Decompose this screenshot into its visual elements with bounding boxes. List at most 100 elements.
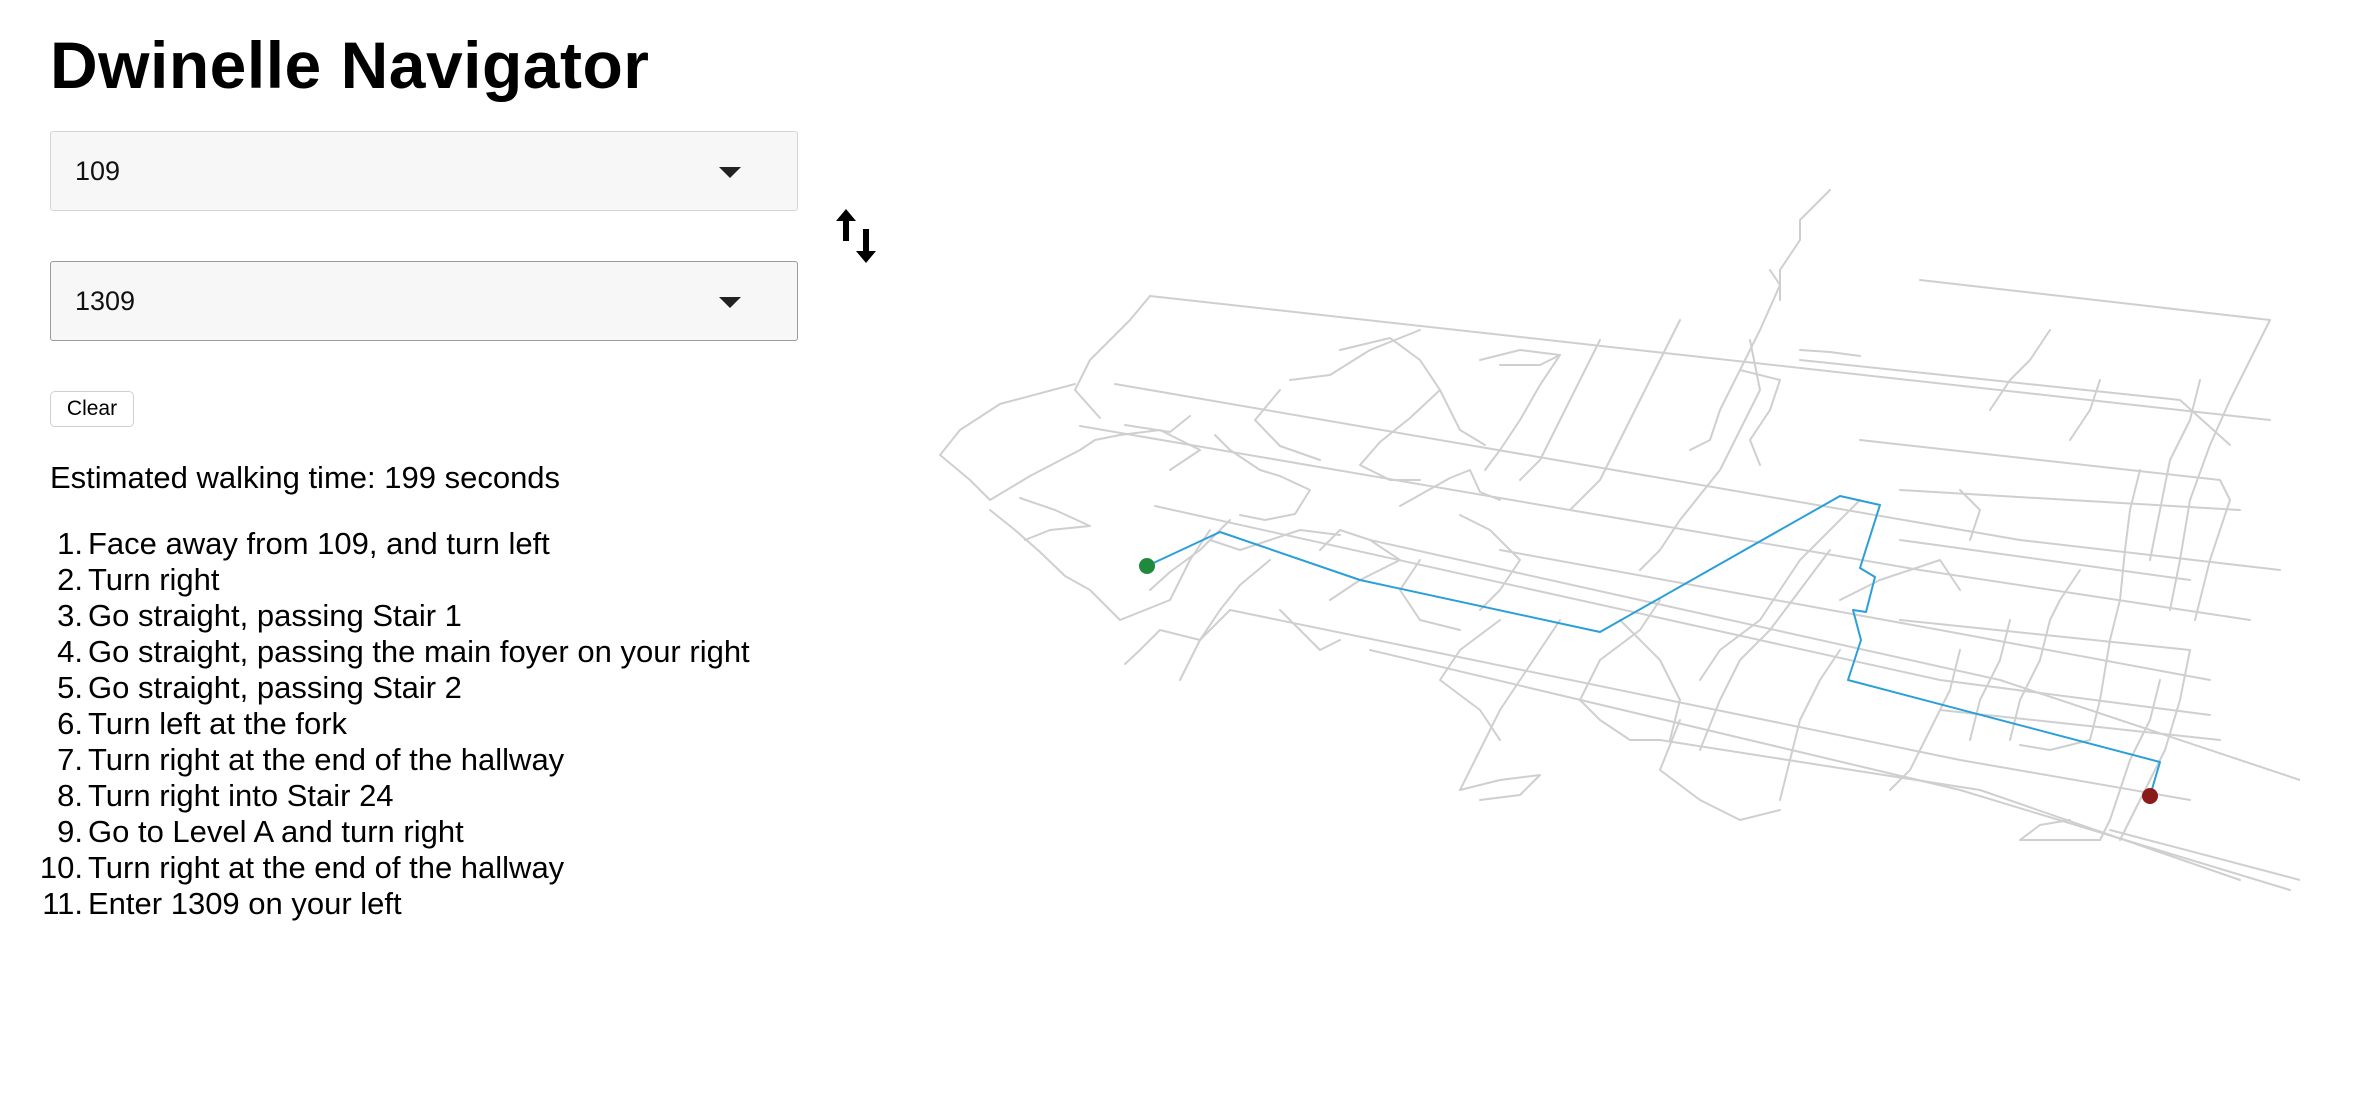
direction-step: 1. Face away from 109, and turn left (50, 526, 750, 562)
corridor (1839, 559, 1961, 601)
end-dot-icon (2142, 788, 2158, 804)
corridor (1919, 279, 2271, 321)
page-title: Dwinelle Navigator (50, 28, 650, 102)
origin-room-select[interactable]: 109 (50, 131, 798, 211)
corridor (1214, 434, 1311, 521)
corridor (1459, 619, 1561, 791)
direction-step: 10. Turn right at the end of the hallway (40, 850, 750, 886)
corridor (2019, 739, 2091, 751)
direction-step: 3. Go straight, passing Stair 1 (50, 598, 750, 634)
corridor (2194, 499, 2231, 621)
corridor (1459, 774, 1541, 801)
corridor (1519, 339, 1601, 481)
direction-step: 2. Turn right (50, 562, 750, 598)
corridor (2049, 569, 2081, 621)
corridor (1939, 709, 2221, 741)
chevron-down-icon (719, 167, 741, 178)
corridor (1569, 319, 1681, 511)
clear-button[interactable]: Clear (50, 391, 134, 427)
step-text: Turn left at the fork (88, 706, 348, 741)
corridor (1799, 359, 2231, 446)
direction-step: 11. Enter 1309 on your left (42, 886, 750, 922)
corridor (1959, 489, 1981, 541)
corridor (1124, 415, 1191, 433)
corridor (1699, 549, 1831, 751)
corridor (1739, 369, 1781, 466)
corridor (1459, 514, 1521, 611)
building-map-canvas[interactable] (900, 180, 2300, 1020)
corridor (1079, 425, 2251, 621)
destination-room-select[interactable]: 1309 (50, 261, 798, 341)
corridor (959, 383, 1076, 431)
walking-time-summary: Estimated walking time: 199 seconds (50, 458, 560, 498)
step-number: 6. (57, 706, 83, 741)
step-text: Turn right into Stair 24 (88, 778, 394, 813)
step-text: Go straight, passing the main foyer on y… (88, 634, 750, 669)
step-number: 1. (57, 526, 83, 561)
corridor (1114, 383, 2281, 571)
step-number: 10. (39, 850, 83, 885)
corridor (1369, 649, 2291, 891)
step-text: Go straight, passing Stair 1 (88, 598, 462, 633)
corridor (1399, 559, 1461, 631)
corridor (1254, 389, 1321, 461)
corridor (1639, 339, 1761, 571)
step-number: 3. (57, 598, 83, 633)
corridor (1179, 559, 1271, 681)
step-number: 11. (42, 886, 83, 921)
direction-step: 6. Turn left at the fork (50, 706, 750, 742)
corridor (1859, 439, 2231, 501)
corridor (1899, 619, 2191, 651)
building-map[interactable] (900, 180, 2300, 1020)
corridor (1659, 719, 1781, 821)
corridor (1229, 609, 2191, 801)
origin-room-value: 109 (75, 156, 121, 186)
directions-list: 1. Face away from 109, and turn left 2. Tu… (40, 526, 750, 922)
step-text: Face away from 109, and turn left (88, 526, 550, 561)
corridor (1659, 739, 2241, 881)
corridor (1359, 389, 1441, 481)
corridor (2099, 679, 2161, 841)
corridor (2009, 619, 2051, 741)
swap-vertical-arrows-icon (836, 209, 876, 263)
corridor (1079, 429, 1201, 471)
corridor (1339, 337, 1486, 446)
corridor (939, 429, 1081, 501)
walking-time-value: 199 (384, 460, 436, 495)
corridor (1899, 539, 2191, 581)
step-text: Turn right at the end of the hallway (88, 850, 565, 885)
step-number: 4. (57, 634, 83, 669)
corridor (1399, 469, 1501, 507)
corridor (2109, 829, 2300, 881)
corridor (2019, 819, 2101, 841)
step-number: 5. (57, 670, 83, 705)
step-text: Go straight, passing Stair 2 (88, 670, 462, 705)
direction-step: 9. Go to Level A and turn right (50, 814, 750, 850)
corridor (989, 509, 1211, 621)
corridor (2149, 379, 2201, 561)
corridor (1149, 295, 2271, 421)
corridor (1889, 649, 1961, 791)
corridor (1799, 349, 1861, 357)
direction-step: 8. Turn right into Stair 24 (50, 778, 750, 814)
step-number: 2. (57, 562, 83, 597)
direction-step: 4. Go straight, passing the main foyer on… (50, 634, 750, 670)
corridor (2069, 379, 2101, 441)
corridor (2119, 649, 2191, 841)
corridor (1989, 329, 2051, 411)
corridor (1319, 529, 1401, 601)
walking-time-unit: seconds (435, 460, 561, 495)
start-dot-icon (1139, 558, 1155, 574)
step-text: Turn right at the end of the hallway (88, 742, 565, 777)
direction-step: 7. Turn right at the end of the hallway (50, 742, 750, 778)
corridor (2089, 469, 2141, 741)
step-number: 9. (57, 814, 83, 849)
swap-direction-button[interactable] (834, 207, 880, 265)
step-text: Enter 1309 on your left (88, 886, 402, 921)
corridor-network (939, 189, 2300, 891)
corridor (1699, 499, 1861, 681)
corridor (1289, 329, 1421, 381)
corridor (1124, 609, 1231, 665)
corridor (1484, 354, 1561, 471)
step-text: Turn right (88, 562, 220, 597)
